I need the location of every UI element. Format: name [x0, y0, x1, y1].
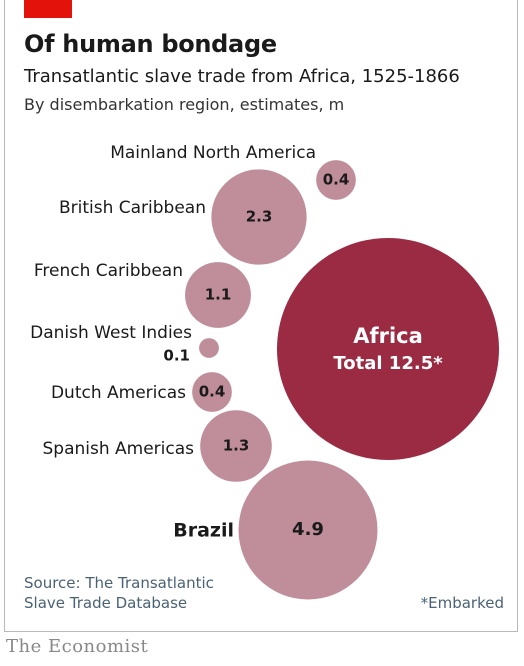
value-label-mainland-north-america: 0.4 — [323, 171, 350, 189]
bubble-mainland-north-america — [316, 160, 356, 200]
footnote: *Embarked — [420, 594, 504, 612]
publication-brand: The Economist — [6, 636, 149, 657]
bubble-danish-west-indies — [199, 338, 219, 358]
bubble-british-caribbean — [211, 169, 307, 265]
brand-red-tag — [24, 0, 72, 18]
bubble-french-caribbean — [185, 262, 251, 328]
source-line-1: Source: The Transatlantic — [24, 574, 214, 592]
bubble-africa-total — [277, 238, 499, 460]
bubble-spanish-americas — [200, 410, 272, 482]
value-label-british-caribbean: 2.3 — [246, 208, 273, 226]
value-label-spanish-americas: 1.3 — [223, 437, 250, 455]
source-note: Source: The Transatlantic Slave Trade Da… — [24, 573, 284, 613]
chart-frame — [4, 0, 518, 632]
chart-subsubtitle: By disembarkation region, estimates, m — [24, 95, 345, 114]
value-label-french-caribbean: 1.1 — [205, 286, 232, 304]
category-label-mainland-north-america: Mainland North America — [110, 143, 316, 163]
category-label-brazil: Brazil — [173, 520, 234, 542]
value-label-brazil: 4.9 — [292, 519, 324, 540]
category-label-danish-west-indies: Danish West Indies — [30, 323, 192, 343]
bubble-africa-total-label: Total 12.5* — [333, 353, 443, 374]
bubble-africa-name: Africa — [353, 324, 423, 348]
category-label-dutch-americas: Dutch Americas — [51, 383, 186, 403]
value-label-danish-west-indies: 0.1 — [163, 347, 190, 365]
source-line-2: Slave Trade Database — [24, 594, 188, 612]
category-label-french-caribbean: French Caribbean — [34, 261, 183, 281]
bubble-dutch-americas — [192, 372, 232, 412]
bubble-brazil — [238, 460, 378, 600]
chart-subtitle: Transatlantic slave trade from Africa, 1… — [24, 66, 460, 87]
value-label-dutch-americas: 0.4 — [199, 383, 226, 401]
category-label-british-caribbean: British Caribbean — [59, 198, 206, 218]
chart-title: Of human bondage — [24, 30, 277, 58]
category-label-spanish-americas: Spanish Americas — [42, 439, 194, 459]
